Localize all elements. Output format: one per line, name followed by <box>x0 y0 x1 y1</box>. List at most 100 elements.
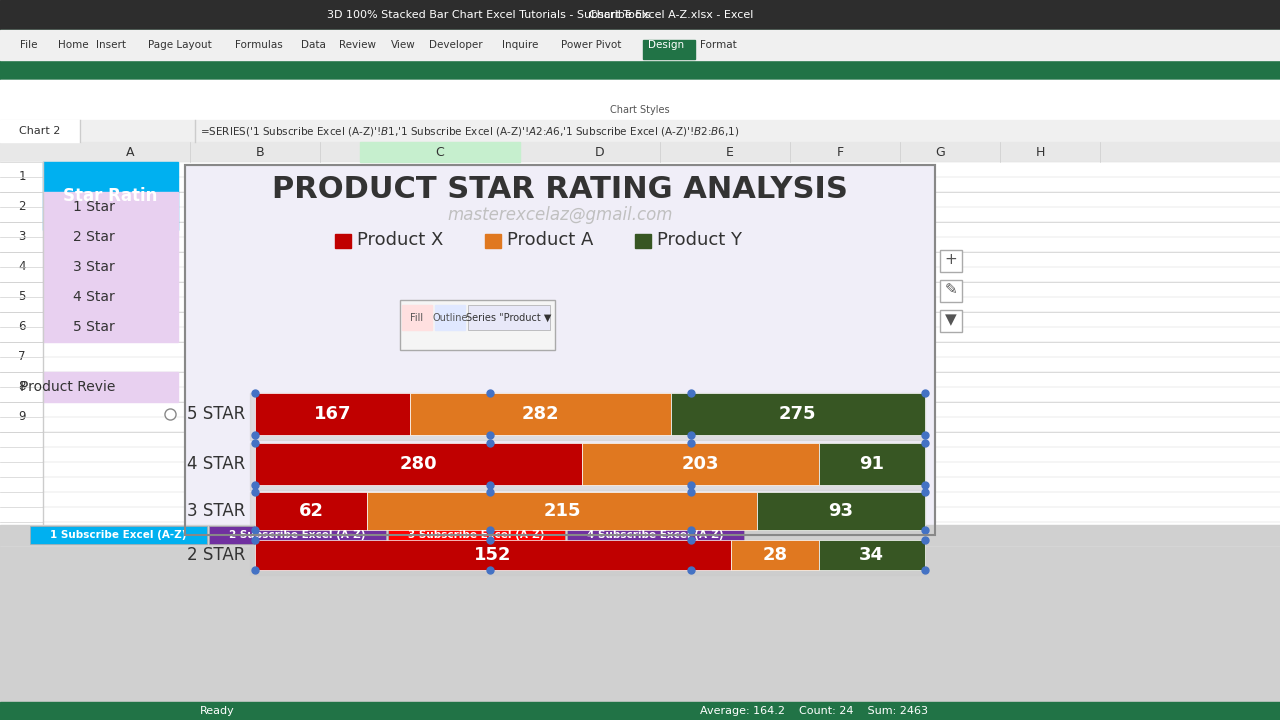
Text: Formulas: Formulas <box>236 40 283 50</box>
Text: 3 Star: 3 Star <box>73 260 115 274</box>
Text: 4 Subscribe Excel (A-Z): 4 Subscribe Excel (A-Z) <box>588 530 723 540</box>
Text: PRODUCT STAR RATING ANALYSIS: PRODUCT STAR RATING ANALYSIS <box>273 176 847 204</box>
Bar <box>0 80 1280 120</box>
Text: Developer: Developer <box>429 40 483 50</box>
Bar <box>250 443 925 490</box>
Text: Series "Product ▼: Series "Product ▼ <box>466 313 552 323</box>
Bar <box>250 540 925 575</box>
Text: ▼: ▼ <box>945 312 957 328</box>
Text: 203: 203 <box>681 455 719 473</box>
Bar <box>582 443 819 485</box>
Text: Insert: Insert <box>96 40 125 50</box>
Text: Chart Tools: Chart Tools <box>589 10 650 20</box>
Text: Fill: Fill <box>411 313 424 323</box>
Text: 167: 167 <box>314 405 351 423</box>
Bar <box>567 526 744 544</box>
Text: 8: 8 <box>18 380 26 394</box>
Text: Chart 2: Chart 2 <box>19 126 60 136</box>
Text: E: E <box>726 145 733 158</box>
Bar <box>756 492 925 530</box>
Text: Outline: Outline <box>433 313 467 323</box>
Text: 280: 280 <box>399 455 438 473</box>
Text: Ready: Ready <box>200 706 234 716</box>
Bar <box>818 540 925 570</box>
Bar <box>399 300 556 350</box>
Text: 4: 4 <box>18 261 26 274</box>
Text: View: View <box>390 40 416 50</box>
Bar <box>255 393 410 435</box>
Text: 3 STAR: 3 STAR <box>187 502 244 520</box>
Bar <box>940 250 963 272</box>
Text: 2 Star: 2 Star <box>73 230 115 244</box>
Text: 5: 5 <box>18 290 26 304</box>
Text: 282: 282 <box>521 405 559 423</box>
Text: 4 STAR: 4 STAR <box>187 455 244 473</box>
Text: 93: 93 <box>828 502 854 520</box>
Bar <box>209 526 387 544</box>
Bar <box>255 443 582 485</box>
Bar <box>410 393 671 435</box>
Bar <box>255 492 367 530</box>
Text: 5 Star: 5 Star <box>73 320 115 334</box>
Text: 62: 62 <box>298 502 324 520</box>
Text: 34: 34 <box>859 546 884 564</box>
Bar <box>44 312 178 342</box>
Bar <box>468 305 550 330</box>
Text: masterexcelaz@gmail.com: masterexcelaz@gmail.com <box>447 206 673 224</box>
Text: H: H <box>1036 145 1044 158</box>
Text: F: F <box>836 145 844 158</box>
Text: Review: Review <box>339 40 376 50</box>
Bar <box>0 30 1280 60</box>
Text: 3D 100% Stacked Bar Chart Excel Tutorials - Subscribe Excel A-Z.xlsx - Excel: 3D 100% Stacked Bar Chart Excel Tutorial… <box>326 10 753 20</box>
Bar <box>367 492 756 530</box>
Text: D: D <box>595 145 605 158</box>
Text: 4 Star: 4 Star <box>73 290 115 304</box>
Bar <box>0 120 1280 142</box>
Bar <box>44 372 178 402</box>
Text: File: File <box>20 40 37 50</box>
Text: C: C <box>435 145 444 158</box>
Text: 6: 6 <box>18 320 26 333</box>
Text: G: G <box>936 145 945 158</box>
Text: 3 Subscribe Excel (A-Z): 3 Subscribe Excel (A-Z) <box>408 530 545 540</box>
Text: 2: 2 <box>18 200 26 214</box>
Text: =SERIES('1 Subscribe Excel (A-Z)'!$B$1,'1 Subscribe Excel (A-Z)'!$A$2:$A$6,'1 Su: =SERIES('1 Subscribe Excel (A-Z)'!$B$1,'… <box>200 125 740 138</box>
Bar <box>0 80 1280 100</box>
Bar <box>485 234 500 248</box>
Text: 1: 1 <box>18 171 26 184</box>
Text: A: A <box>125 145 134 158</box>
Bar <box>819 443 925 485</box>
Text: 7: 7 <box>18 351 26 364</box>
Text: C: C <box>435 145 444 158</box>
Bar <box>29 526 207 544</box>
Bar <box>388 526 564 544</box>
Text: Data: Data <box>301 40 326 50</box>
Bar <box>44 162 178 230</box>
Bar <box>360 142 520 162</box>
Text: 2 Subscribe Excel (A-Z): 2 Subscribe Excel (A-Z) <box>229 530 366 540</box>
Bar <box>186 165 934 535</box>
Bar <box>671 393 925 435</box>
Bar <box>402 305 433 330</box>
Text: 275: 275 <box>780 405 817 423</box>
Text: Format: Format <box>700 40 737 50</box>
Text: 5 STAR: 5 STAR <box>187 405 244 423</box>
Text: Design: Design <box>648 40 684 50</box>
Bar <box>0 0 1280 30</box>
Bar <box>0 30 1280 80</box>
Text: 9: 9 <box>18 410 26 423</box>
Bar <box>335 234 351 248</box>
Text: 215: 215 <box>543 502 581 520</box>
Bar <box>0 702 1280 720</box>
Bar <box>250 393 925 440</box>
Text: Product A: Product A <box>507 231 594 249</box>
Text: 28: 28 <box>762 546 787 564</box>
Bar <box>44 222 178 252</box>
Bar <box>250 492 925 535</box>
Text: Chart Styles: Chart Styles <box>611 105 669 115</box>
Bar <box>940 280 963 302</box>
Text: Product X: Product X <box>357 231 443 249</box>
Bar <box>731 540 818 570</box>
Bar <box>0 162 1280 545</box>
Text: Power Pivot: Power Pivot <box>561 40 621 50</box>
